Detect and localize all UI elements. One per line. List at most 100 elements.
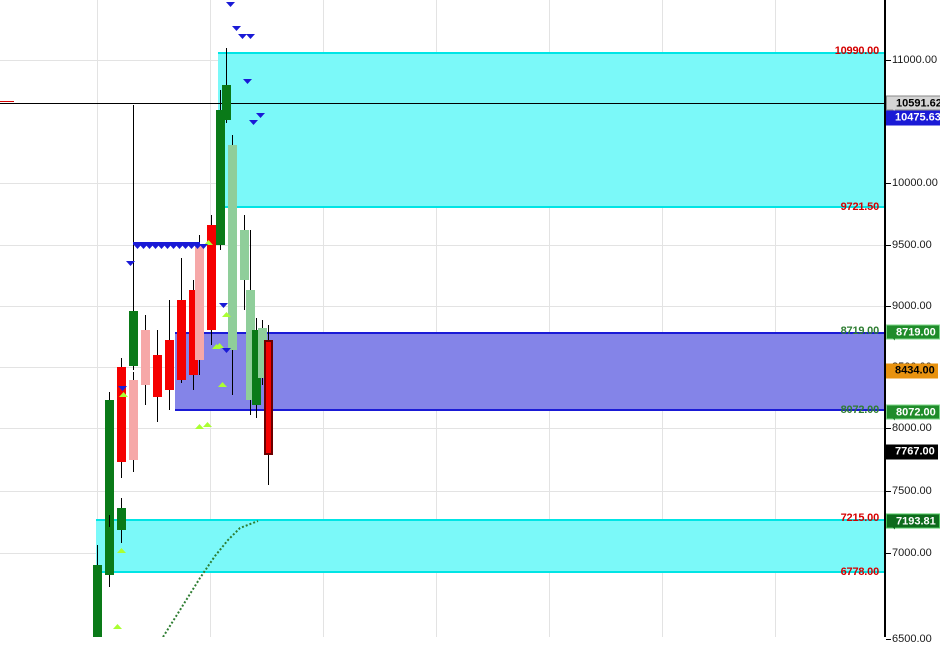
blue-supply-zone-top-label: 8719.00 — [840, 325, 880, 337]
axis-tick — [886, 639, 891, 640]
resistance-dot — [151, 244, 160, 249]
sell-marker — [118, 386, 127, 391]
price-axis[interactable]: 11000.0010000.009500.009000.008500.00800… — [884, 0, 940, 645]
buy-marker — [119, 392, 128, 397]
candle-body — [195, 245, 204, 360]
candle-body — [141, 330, 150, 385]
moving-average-svg — [162, 520, 259, 637]
lower-cyan-zone[interactable] — [96, 519, 884, 573]
axis-tick — [886, 306, 891, 307]
gridline — [0, 245, 884, 246]
resistance-dot — [199, 244, 208, 249]
candle-body — [129, 311, 138, 366]
buy-marker — [215, 343, 224, 348]
gridline — [549, 0, 550, 637]
price-tag-last[interactable]: 10591.62 — [886, 95, 940, 111]
resistance-dot — [193, 244, 202, 249]
sell-marker — [249, 120, 258, 125]
sell-marker — [238, 34, 247, 39]
buy-marker — [113, 624, 122, 629]
resistance-dot — [169, 244, 178, 249]
buy-marker — [222, 312, 231, 317]
candle-body — [165, 340, 174, 390]
axis-spine — [884, 0, 886, 637]
axis-tick-label: 10000.00 — [892, 177, 938, 189]
sell-marker — [256, 113, 265, 118]
axis-tick — [886, 245, 891, 246]
axis-tick-label: 8000.00 — [892, 422, 932, 434]
resistance-dot — [139, 244, 148, 249]
resistance-dot — [145, 244, 154, 249]
buy-marker — [218, 382, 227, 387]
resistance-dot — [181, 244, 190, 249]
candle-body — [264, 340, 273, 455]
upper-cyan-zone-bottom-label: 9721.50 — [840, 201, 880, 213]
sell-marker — [222, 348, 231, 353]
lower-cyan-zone-bottom-label: 6778.00 — [840, 566, 880, 578]
gridline — [436, 0, 437, 637]
resistance-dot — [163, 244, 172, 249]
buy-marker — [195, 424, 204, 429]
axis-tick-label: 7500.00 — [892, 485, 932, 497]
buy-marker — [117, 548, 126, 553]
axis-tick-label: 6500.00 — [892, 633, 932, 645]
price-tag-stop[interactable]: 7767.00 — [886, 444, 938, 460]
axis-tick — [886, 491, 891, 492]
resistance-dot — [133, 244, 142, 249]
candle-body — [189, 290, 198, 375]
candle-wick — [133, 105, 134, 370]
price-tag-target[interactable]: 7193.81 — [886, 513, 940, 529]
sell-marker — [226, 2, 235, 7]
candle-body — [117, 508, 126, 530]
blue-supply-zone[interactable] — [175, 332, 884, 411]
blue-supply-zone-bottom-label: 8072.00 — [840, 404, 880, 416]
candle-body — [216, 110, 225, 245]
gridline — [0, 491, 884, 492]
candle-body — [240, 230, 249, 280]
last-price-line — [0, 103, 884, 104]
resistance-dot — [175, 244, 184, 249]
price-tag-entry[interactable]: 8434.00 — [886, 363, 938, 379]
gridline — [775, 0, 776, 637]
candle-body — [105, 513, 114, 575]
resistance-dot — [157, 244, 166, 249]
axis-tick-label: 9000.00 — [892, 300, 932, 312]
axis-tick — [886, 183, 891, 184]
axis-tick — [886, 553, 891, 554]
candle-body — [93, 565, 102, 637]
gridline — [0, 306, 884, 307]
sell-marker — [232, 26, 241, 31]
alert-line — [0, 101, 14, 102]
candle-body — [153, 355, 162, 397]
sell-marker — [243, 79, 252, 84]
candle-body — [228, 145, 237, 350]
axis-tick-label: 9500.00 — [892, 239, 932, 251]
candle-body — [252, 330, 261, 405]
resistance-dot — [187, 244, 196, 249]
axis-tick-label: 11000.00 — [892, 54, 938, 66]
sell-marker — [246, 34, 255, 39]
gridline — [97, 0, 98, 637]
sell-marker — [219, 303, 228, 308]
axis-tick-label: 7000.00 — [892, 547, 932, 559]
candle-body — [222, 85, 231, 120]
candle-body — [258, 328, 267, 378]
price-tag-zone-bottom[interactable]: 8072.00 — [886, 404, 940, 420]
lower-cyan-zone-top-label: 7215.00 — [840, 512, 880, 524]
buy-marker — [203, 422, 212, 427]
candle-body — [207, 225, 216, 330]
candle-body — [117, 367, 126, 462]
price-tag-zone-top[interactable]: 8719.00 — [886, 324, 940, 340]
gridline — [662, 0, 663, 637]
upper-cyan-zone[interactable] — [218, 52, 884, 208]
price-tag-bid[interactable]: 10475.63 — [886, 110, 940, 126]
candle-body — [246, 290, 255, 400]
upper-cyan-zone-top-label: 10990.00 — [834, 45, 879, 57]
plot-area[interactable]: 10990.00 9721.50 8719.00 8072.00 7215.00 6778… — [0, 0, 884, 637]
candle-body — [105, 400, 114, 515]
buy-marker — [212, 344, 221, 349]
candle-body — [129, 380, 138, 460]
resistance-dot-row — [133, 242, 200, 245]
buy-marker — [204, 240, 213, 245]
